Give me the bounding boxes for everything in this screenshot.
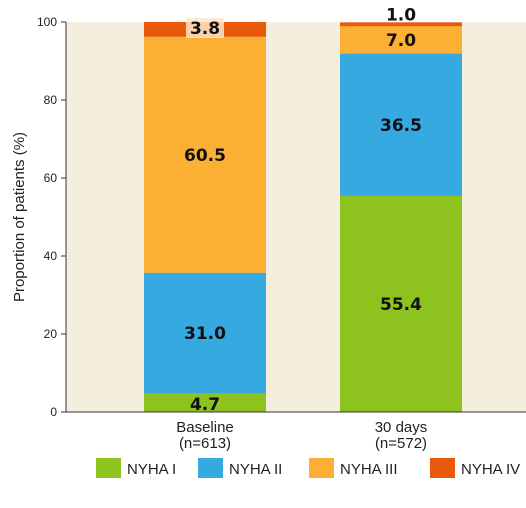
data-label: 7.0: [386, 31, 416, 51]
legend-label: NYHA IV: [461, 461, 520, 478]
bar-segment: [340, 195, 462, 412]
legend-label: NYHA II: [229, 461, 282, 478]
data-label: 60.5: [184, 146, 226, 166]
legend-swatch: [430, 458, 455, 478]
legend-swatch: [96, 458, 121, 478]
y-tick-label: 60: [44, 171, 58, 185]
data-label: 36.5: [380, 116, 422, 136]
y-tick-label: 80: [44, 93, 58, 107]
bar-segment: [144, 272, 266, 394]
y-tick-label: 0: [50, 405, 57, 419]
y-tick-label: 20: [44, 327, 58, 341]
bar-segment: [340, 53, 462, 196]
legend-label: NYHA I: [127, 461, 176, 478]
bar-segment: [340, 22, 462, 27]
y-axis-title: Proportion of patients (%): [11, 132, 28, 302]
data-label: 4.7: [190, 395, 220, 415]
bar-segment: [144, 393, 266, 412]
legend-swatch: [309, 458, 334, 478]
x-category-label: Baseline (n=613): [176, 419, 234, 452]
x-category-label: 30 days (n=572): [375, 419, 428, 452]
data-label: 3.8: [190, 19, 220, 39]
legend-label: NYHA III: [340, 461, 398, 478]
data-label: 1.0: [386, 5, 416, 25]
data-label: 55.4: [380, 295, 422, 315]
y-tick-label: 40: [44, 249, 58, 263]
data-label: 31.0: [184, 324, 226, 344]
bar-segment: [144, 36, 266, 273]
bar-segment: [340, 26, 462, 54]
legend-swatch: [198, 458, 223, 478]
data-label-backdrop: [186, 18, 224, 38]
y-tick-label: 100: [37, 15, 57, 29]
